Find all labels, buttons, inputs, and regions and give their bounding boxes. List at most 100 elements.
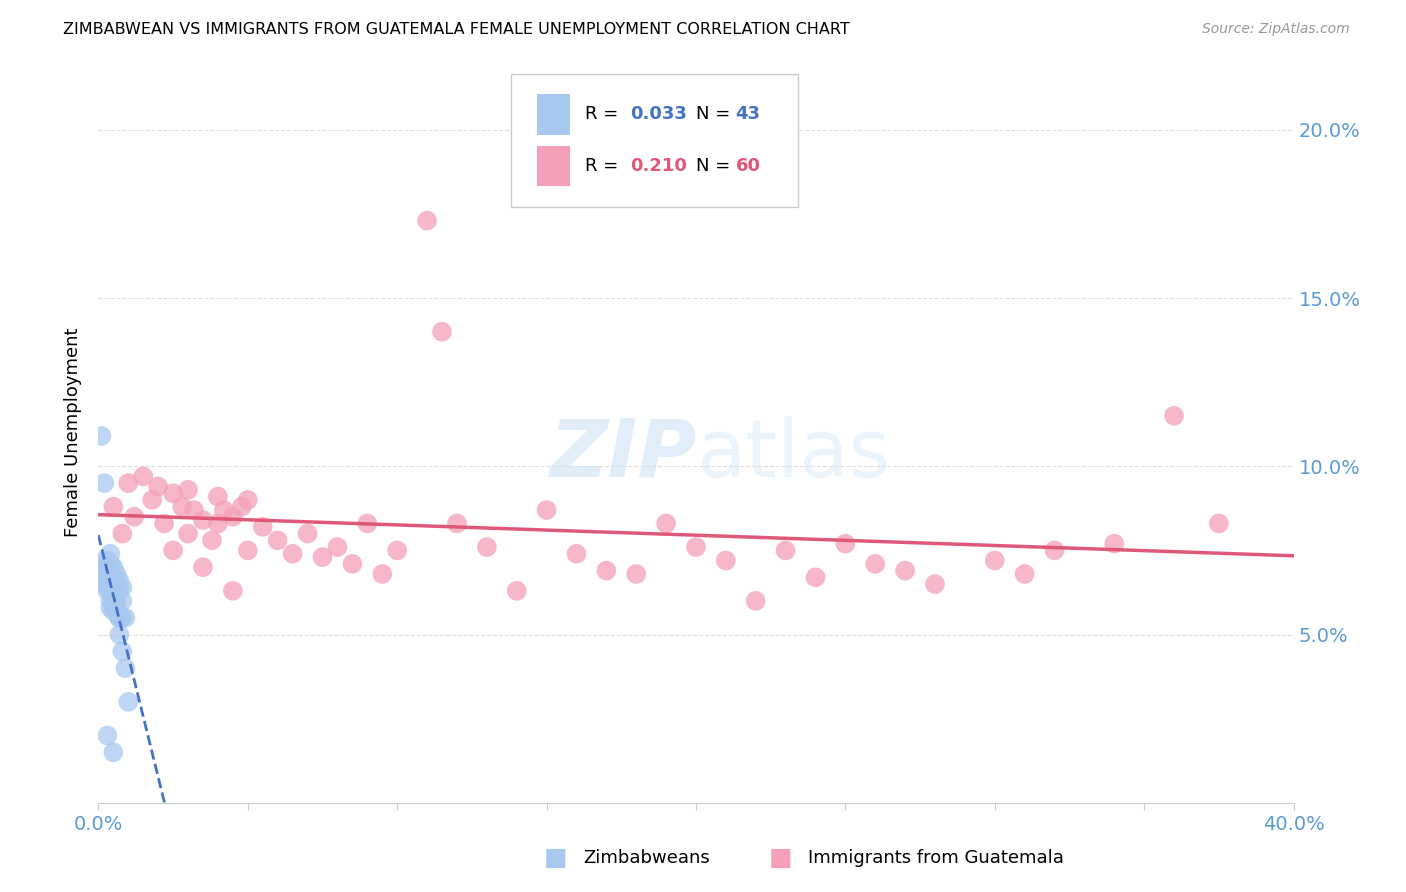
Text: 0.210: 0.210	[630, 157, 688, 175]
Point	[105, 604, 128, 618]
Text: ■: ■	[769, 847, 792, 870]
Point	[342, 557, 364, 571]
Point	[103, 581, 125, 595]
Point	[117, 476, 139, 491]
Point	[430, 325, 453, 339]
Text: ZIMBABWEAN VS IMMIGRANTS FROM GUATEMALA FEMALE UNEMPLOYMENT CORRELATION CHART: ZIMBABWEAN VS IMMIGRANTS FROM GUATEMALA …	[63, 22, 851, 37]
Point	[108, 583, 131, 598]
Text: 0.033: 0.033	[630, 105, 688, 123]
Point	[111, 526, 134, 541]
Point	[207, 490, 229, 504]
Point	[924, 577, 946, 591]
Point	[1208, 516, 1230, 531]
Text: Immigrants from Guatemala: Immigrants from Guatemala	[808, 849, 1064, 867]
Point	[105, 597, 128, 611]
Point	[865, 557, 887, 571]
Point	[775, 543, 797, 558]
Point	[114, 661, 136, 675]
Point	[111, 581, 134, 595]
Text: 60: 60	[735, 157, 761, 175]
Point	[96, 577, 118, 591]
Point	[132, 469, 155, 483]
Point	[103, 587, 125, 601]
Point	[1104, 536, 1126, 550]
Text: R =: R =	[585, 157, 624, 175]
Point	[446, 516, 468, 531]
Point	[385, 543, 409, 558]
Point	[93, 577, 115, 591]
Point	[93, 553, 115, 567]
Y-axis label: Female Unemployment: Female Unemployment	[63, 328, 82, 537]
Point	[96, 560, 118, 574]
Text: N =: N =	[696, 105, 735, 123]
Point	[103, 570, 125, 584]
Point	[90, 429, 112, 443]
Text: Zimbabweans: Zimbabweans	[583, 849, 710, 867]
Point	[98, 594, 122, 608]
Point	[714, 553, 737, 567]
Point	[231, 500, 253, 514]
Text: R =: R =	[585, 105, 624, 123]
Point	[984, 553, 1007, 567]
Point	[177, 526, 200, 541]
Point	[506, 583, 529, 598]
Text: ZIP: ZIP	[548, 416, 696, 494]
Point	[183, 503, 205, 517]
Point	[103, 594, 125, 608]
Point	[311, 550, 333, 565]
Point	[108, 610, 131, 624]
Point	[626, 566, 648, 581]
Point	[536, 503, 558, 517]
Point	[93, 566, 115, 581]
Point	[1014, 566, 1036, 581]
Point	[565, 547, 588, 561]
Point	[103, 745, 125, 759]
Point	[96, 729, 118, 743]
Point	[745, 594, 768, 608]
Point	[252, 520, 274, 534]
Point	[98, 583, 122, 598]
Point	[201, 533, 224, 548]
Point	[595, 564, 617, 578]
Point	[117, 695, 139, 709]
Point	[162, 543, 184, 558]
Point	[267, 533, 290, 548]
Text: N =: N =	[696, 157, 735, 175]
Point	[111, 610, 134, 624]
Point	[103, 500, 125, 514]
Point	[1163, 409, 1185, 423]
Point	[236, 492, 259, 507]
Point	[114, 610, 136, 624]
Point	[297, 526, 319, 541]
Point	[236, 543, 259, 558]
Point	[177, 483, 200, 497]
Point	[108, 610, 131, 624]
Point	[326, 540, 349, 554]
Point	[98, 547, 122, 561]
Point	[98, 566, 122, 581]
Point	[105, 587, 128, 601]
Point	[207, 516, 229, 531]
Point	[153, 516, 176, 531]
Point	[141, 492, 163, 507]
Point	[894, 564, 917, 578]
Point	[655, 516, 678, 531]
Point	[475, 540, 498, 554]
Point	[96, 566, 118, 581]
Point	[108, 627, 131, 641]
Point	[96, 553, 118, 567]
Point	[98, 557, 122, 571]
Point	[371, 566, 394, 581]
Point	[162, 486, 184, 500]
Point	[191, 560, 214, 574]
Point	[148, 479, 170, 493]
Point	[105, 566, 128, 581]
Point	[103, 560, 125, 574]
Point	[108, 574, 131, 588]
Point	[804, 570, 827, 584]
Point	[685, 540, 707, 554]
Point	[98, 577, 122, 591]
Point	[1043, 543, 1066, 558]
Text: atlas: atlas	[696, 416, 890, 494]
Point	[111, 644, 134, 658]
